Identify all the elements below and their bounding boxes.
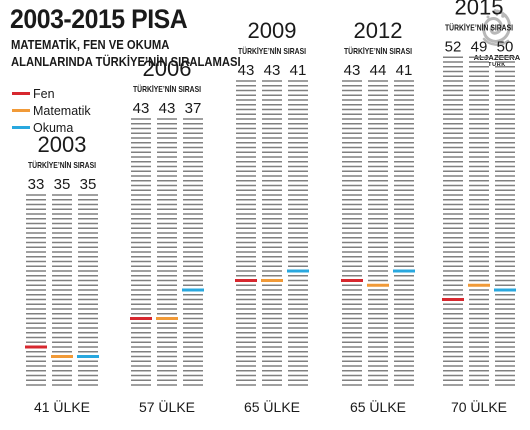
rank-value-okuma-2003: 35	[80, 176, 97, 193]
chart-title: 2003-2015 PISA	[10, 4, 188, 34]
legend-swatch-okuma	[12, 126, 30, 129]
logo-sub: TURK	[488, 62, 506, 68]
rank-value-matematik-2009: 43	[264, 62, 281, 79]
year-label-2006: 2006	[143, 56, 192, 81]
rank-caption-2006: TÜRKİYE’NİN SIRASI	[133, 84, 201, 94]
rank-caption-2012: TÜRKİYE’NİN SIRASI	[344, 46, 412, 56]
chart-subtitle-line-2: ALANLARINDA TÜRKİYE’NİN SIRALAMASI	[11, 55, 241, 69]
al-jazeera-calligraphy-icon	[482, 9, 511, 46]
year-label-2015: 2015	[455, 0, 504, 19]
country-count-2003: 41 ÜLKE	[34, 398, 90, 415]
legend: Fen Matematik Okuma	[12, 85, 91, 136]
legend-item-fen: Fen	[12, 85, 91, 102]
chart-subtitle-line-1: MATEMATİK, FEN VE OKUMA	[11, 38, 170, 52]
rank-caption-2015: TÜRKİYE’NİN SIRASI	[445, 22, 513, 32]
rank-value-okuma-2012: 41	[396, 62, 413, 79]
rank-value-matematik-2003: 35	[54, 176, 71, 193]
country-count-2009: 65 ÜLKE	[244, 398, 300, 415]
legend-item-okuma: Okuma	[12, 119, 91, 136]
year-label-2009: 2009	[248, 18, 297, 43]
rank-caption-2003: TÜRKİYE’NİN SIRASI	[28, 160, 96, 170]
legend-item-matematik: Matematik	[12, 102, 91, 119]
country-count-2015: 70 ÜLKE	[451, 398, 507, 415]
year-label-2003: 2003	[38, 132, 87, 157]
rank-value-okuma-2006: 37	[185, 100, 202, 117]
rank-value-fen-2015: 52	[445, 38, 462, 55]
legend-swatch-matematik	[12, 109, 30, 112]
rank-value-matematik-2015: 49	[471, 38, 488, 55]
legend-label-matematik: Matematik	[33, 103, 91, 118]
rank-value-fen-2003: 33	[28, 176, 45, 193]
rank-value-fen-2006: 43	[133, 100, 150, 117]
rank-value-fen-2009: 43	[238, 62, 255, 79]
legend-label-okuma: Okuma	[33, 120, 74, 135]
rank-value-okuma-2009: 41	[290, 62, 307, 79]
rank-value-matematik-2006: 43	[159, 100, 176, 117]
legend-swatch-fen	[12, 92, 30, 95]
rank-value-matematik-2012: 44	[370, 62, 387, 79]
year-label-2012: 2012	[354, 18, 403, 43]
legend-label-fen: Fen	[33, 86, 55, 101]
rank-caption-2009: TÜRKİYE’NİN SIRASI	[238, 46, 306, 56]
country-count-2006: 57 ÜLKE	[139, 398, 195, 415]
rank-value-okuma-2015: 50	[497, 38, 514, 55]
country-count-2012: 65 ÜLKE	[350, 398, 406, 415]
rank-value-fen-2012: 43	[344, 62, 361, 79]
